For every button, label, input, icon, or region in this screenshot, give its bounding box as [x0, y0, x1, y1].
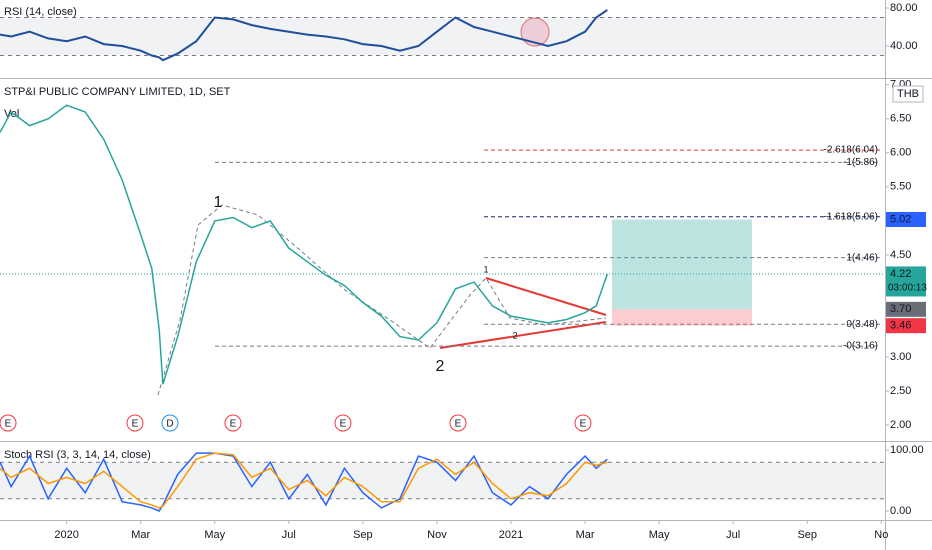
series-line — [0, 452, 608, 509]
fib-label: -1(5.86) — [843, 157, 878, 168]
x-tick-label: May — [649, 529, 670, 541]
triangle-line — [439, 321, 607, 349]
currency-box — [892, 85, 924, 103]
y-tick-label: 2.00 — [890, 419, 911, 431]
price-badge — [886, 301, 926, 317]
y-tick-label: 6.00 — [890, 147, 911, 159]
y-tick-label: 6.50 — [890, 113, 911, 125]
event-label: E — [455, 419, 462, 430]
y-tick-label: 4.50 — [890, 249, 911, 261]
x-tick-label: Mar — [576, 529, 595, 541]
price-badge-sub: 03:00:13 — [888, 283, 927, 294]
target-zone — [612, 219, 752, 310]
x-tick-label: Sep — [797, 529, 817, 541]
fib-label: -2.618(6.04) — [824, 145, 878, 156]
event-marker — [449, 414, 467, 432]
event-label: E — [340, 419, 347, 430]
event-marker — [0, 414, 17, 432]
highlight-circle — [520, 17, 550, 47]
volume-label: Vol — [4, 108, 19, 120]
y-tick-label: 5.50 — [890, 181, 911, 193]
x-tick-label: Jul — [282, 529, 296, 541]
event-marker — [161, 414, 179, 432]
series-line — [0, 452, 608, 512]
x-tick-label: Sep — [353, 529, 373, 541]
x-tick-label: 2021 — [499, 529, 523, 541]
x-tick-label: 2020 — [54, 529, 78, 541]
wave-label: 1 — [483, 264, 488, 274]
triangle-line — [485, 277, 607, 316]
x-tick-label: No — [874, 529, 888, 541]
event-marker — [224, 414, 242, 432]
stop-zone — [612, 309, 752, 326]
price-badge-label: 4.22 — [890, 268, 911, 280]
fib-label: -0(3.16) — [843, 341, 878, 352]
event-marker — [574, 414, 592, 432]
series-line — [0, 104, 609, 385]
event-label: D — [166, 419, 173, 430]
series-line — [0, 9, 608, 62]
pane-title: STP&I PUBLIC COMPANY LIMITED, 1D, SET — [4, 86, 231, 98]
y-tick-label: 100.00 — [890, 444, 924, 456]
fib-label: -1.618(5.06) — [824, 211, 878, 222]
y-tick-label: 0.00 — [890, 505, 911, 517]
wave-label: 2 — [512, 330, 517, 340]
y-tick-label: 3.00 — [890, 351, 911, 363]
event-marker — [334, 414, 352, 432]
wave-label: 1 — [214, 194, 223, 211]
event-marker — [126, 414, 144, 432]
y-tick-label: 80.00 — [890, 2, 918, 14]
event-label: E — [580, 419, 587, 430]
price-badge-label: 3.46 — [890, 320, 911, 332]
x-tick-label: Nov — [427, 529, 447, 541]
event-label: E — [132, 419, 139, 430]
y-tick-label: 2.50 — [890, 385, 911, 397]
price-badge-label: 5.02 — [890, 213, 911, 225]
event-label: E — [5, 419, 12, 430]
pane-title: RSI (14, close) — [4, 6, 77, 18]
x-tick-label: Mar — [131, 529, 150, 541]
fib-label: 0(3.48) — [846, 319, 878, 330]
fib-label: 1(4.46) — [846, 252, 878, 263]
currency-label: THB — [897, 88, 919, 100]
pane-title: Stoch RSI (3, 3, 14, 14, close) — [4, 449, 151, 461]
y-tick-label: 40.00 — [890, 40, 918, 52]
band — [0, 17, 885, 56]
event-label: E — [230, 419, 237, 430]
price-badge — [886, 266, 926, 297]
x-tick-label: May — [204, 529, 225, 541]
price-badge — [886, 212, 926, 228]
x-tick-label: Jul — [726, 529, 740, 541]
price-badge — [886, 318, 926, 334]
price-badge-label: 3.70 — [890, 303, 911, 315]
wave-label: 2 — [436, 358, 445, 375]
